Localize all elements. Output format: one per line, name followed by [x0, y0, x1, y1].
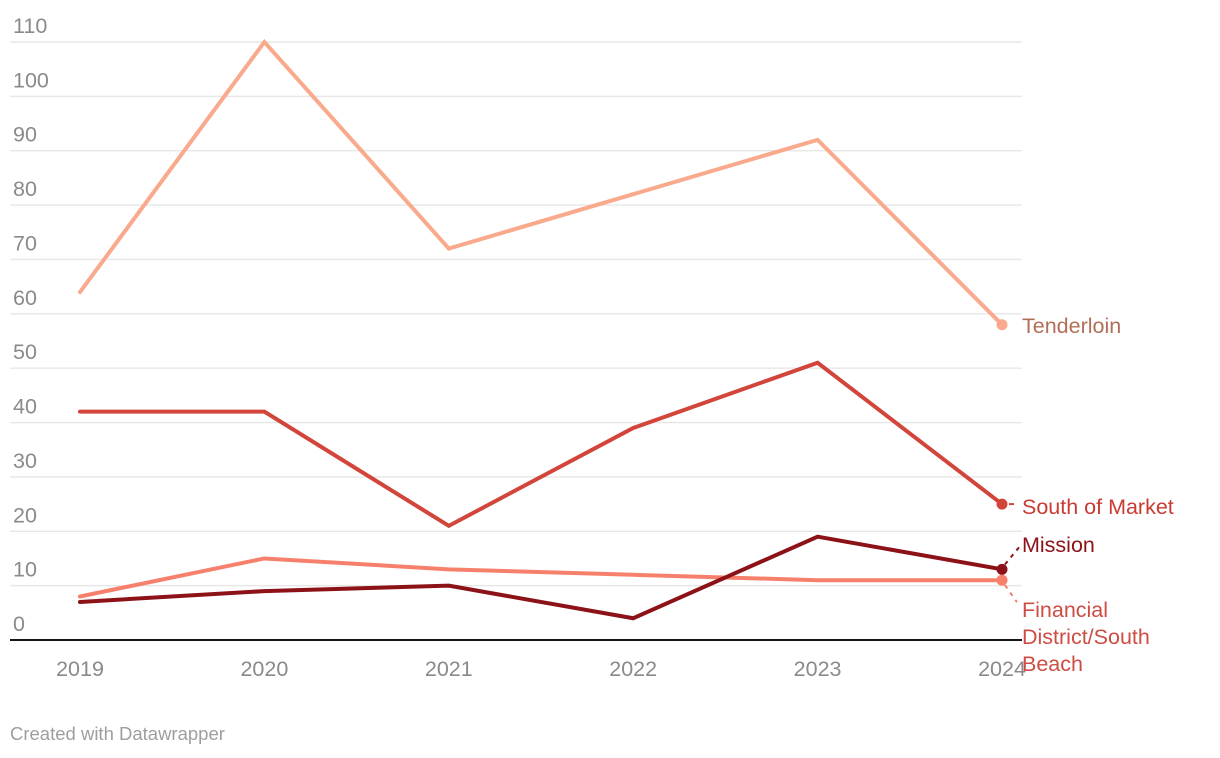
y-tick-label: 80 — [13, 177, 37, 201]
x-tick-label: 2019 — [56, 657, 104, 681]
x-tick-label: 2021 — [425, 657, 473, 681]
y-tick-label: 0 — [13, 612, 25, 636]
series-endpoint-financial_district — [996, 574, 1008, 586]
series-line-south_of_market — [78, 360, 1004, 529]
y-tick-label: 100 — [13, 68, 49, 92]
leader-line-financial_district — [1004, 584, 1018, 603]
y-tick-label: 70 — [13, 231, 37, 255]
y-tick-label: 40 — [13, 395, 37, 419]
series-endpoint-south_of_market — [996, 498, 1008, 510]
y-tick-label: 60 — [13, 286, 37, 310]
x-tick-label: 2024 — [978, 657, 1026, 681]
y-tick-label: 10 — [13, 558, 37, 582]
series-line-mission — [78, 534, 1004, 621]
x-tick-label: 2022 — [609, 657, 657, 681]
series-label-south-of-market: South of Market — [1022, 495, 1174, 519]
series-line-financial_district — [78, 556, 1004, 599]
y-tick-label: 30 — [13, 449, 37, 473]
y-tick-label: 90 — [13, 123, 37, 147]
series-label-tenderloin: Tenderloin — [1022, 314, 1122, 338]
leader-line-mission — [1004, 546, 1020, 565]
series-endpoint-mission — [996, 563, 1008, 575]
series-endpoint-tenderloin — [996, 319, 1008, 331]
y-tick-label: 20 — [13, 503, 37, 527]
x-tick-label: 2020 — [240, 657, 288, 681]
y-tick-label: 110 — [13, 14, 47, 38]
series-line-tenderloin — [78, 38, 1004, 327]
series-label-financial-district: Financial District/South Beach — [1022, 598, 1150, 676]
x-tick-label: 2023 — [794, 657, 842, 681]
series-label-mission: Mission — [1022, 533, 1095, 557]
datawrapper-credit[interactable]: Created with Datawrapper — [10, 723, 225, 744]
y-tick-label: 50 — [13, 340, 37, 364]
